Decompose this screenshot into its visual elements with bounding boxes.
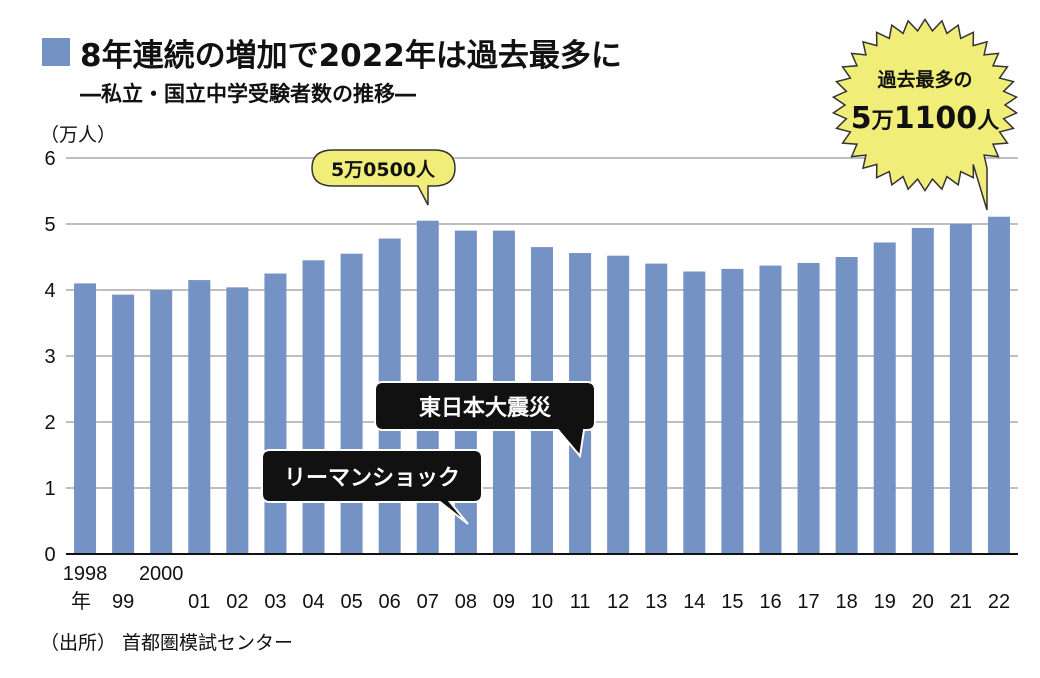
x-tick-label-15: 15 [721,591,743,613]
record-unit-a: 万 [871,109,894,134]
x-tick-label-02: 02 [226,591,248,613]
x-tick-label-03: 03 [264,591,286,613]
bar-17 [797,262,820,554]
bar-21 [949,224,972,554]
chart-subtitle: ―私立・国立中学受験者数の推移― [80,82,416,106]
x-tick-label-11: 11 [570,591,591,613]
y-tick-label-2: 2 [44,412,55,434]
bar-01 [188,280,211,554]
y-tick-label-1: 1 [44,478,55,500]
bar-16 [759,265,782,554]
bar-22 [987,216,1010,555]
bar-99 [112,294,135,554]
peak-2007-callout: 5万0500人 [311,149,456,206]
bar-18 [835,257,858,554]
record-unit-b: 人 [977,109,999,134]
x-tick-label-16: 16 [759,591,781,613]
title-marker [42,38,70,66]
x-tick-label-07: 07 [417,591,439,613]
y-tick-label-6: 6 [44,148,55,170]
x-tick-label-01: 01 [188,591,210,613]
x-tick-label-2000: 2000 [139,563,184,585]
x-tick-label-17: 17 [797,591,819,613]
x-tick-label-1998: 1998 [63,563,108,585]
x-tick-label-12: 12 [607,591,629,613]
peak-2007-bubble [311,149,456,206]
x-tick-label-22: 22 [988,591,1010,613]
y-tick-label-0: 0 [44,544,55,566]
source-note: （出所） 首都圏模試センター [40,632,294,654]
bar-03 [264,273,287,554]
y-axis-unit-label: （万人） [40,124,117,146]
bar-14 [683,271,706,554]
bar-2000 [150,290,173,554]
earthquake-label: 東日本大震災 [419,396,552,421]
x-tick-label-09: 09 [493,591,515,613]
x-tick-label-19: 19 [874,591,896,613]
y-tick-label-4: 4 [44,280,55,302]
earthquake-callout: 東日本大震災 [374,381,596,459]
bar-20 [911,227,934,554]
x-tick-label-18: 18 [836,591,858,613]
lehman-label: リーマンショック [284,466,460,491]
record-num-a: 5 [851,101,872,136]
x-year-suffix: 年 [71,590,91,613]
bar-12 [607,255,630,554]
y-tick-label-5: 5 [44,214,55,236]
x-tick-label-06: 06 [379,591,401,613]
bar-19 [873,242,896,555]
earthquake-bubble [374,381,596,459]
x-tick-label-21: 21 [950,591,972,613]
chart-title: 8年連続の増加で2022年は過去最多に [80,38,622,74]
x-tick-label-99: 99 [112,591,134,613]
lehman-callout: リーマンショック [261,449,483,525]
x-tick-label-10: 10 [531,591,553,613]
x-tick-label-04: 04 [302,591,324,613]
bar-02 [226,287,249,554]
bar-1998 [74,283,97,554]
record-starburst-callout: 過去最多の 5万1100人 [831,18,1019,211]
bar-04 [302,260,325,554]
bar-05 [340,253,363,554]
record-line1: 過去最多の [877,68,972,91]
record-starburst [831,18,1019,211]
y-tick-label-3: 3 [44,346,55,368]
record-num-b: 1100 [894,101,978,136]
x-tick-label-20: 20 [912,591,934,613]
peak-2007-label: 5万0500人 [331,159,436,181]
bars-layer [74,216,1010,555]
lehman-bubble [261,449,483,525]
x-tick-label-14: 14 [683,591,705,613]
bar-13 [645,263,668,554]
bar-15 [721,268,744,554]
record-line2: 5万1100人 [851,101,999,136]
x-tick-label-13: 13 [645,591,667,613]
x-tick-label-05: 05 [340,591,362,613]
x-tick-label-08: 08 [455,591,477,613]
